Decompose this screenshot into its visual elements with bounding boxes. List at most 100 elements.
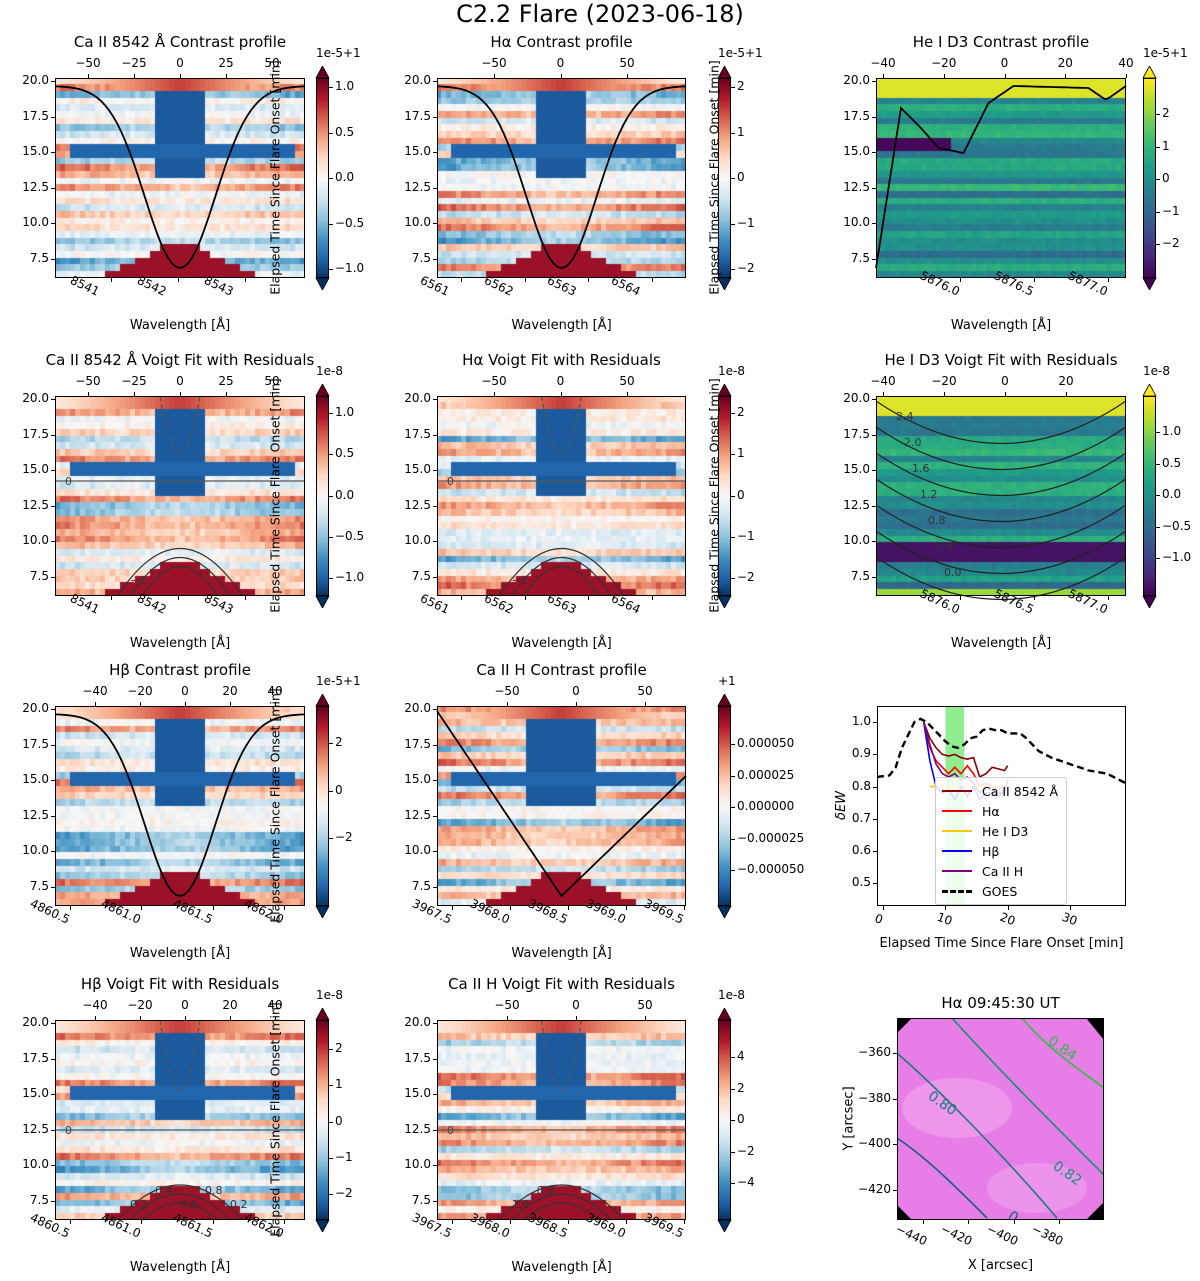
colorbar-tick-label: −2 — [335, 830, 353, 844]
axes-frame — [876, 78, 1126, 278]
axes-frame — [437, 396, 686, 596]
y-tick-label: 20.0 — [22, 1015, 49, 1029]
bottom-tick-mark — [178, 278, 179, 282]
top-tick-label: 25 — [218, 374, 234, 388]
y-tick-label: 12.5 — [22, 497, 49, 512]
top-tick-mark — [576, 1016, 577, 1020]
colorbar-tick-label: 2 — [737, 79, 745, 93]
bottom-tick-mark — [461, 596, 462, 600]
bottom-tick-mark — [684, 1220, 685, 1224]
colorbar-tick-mark — [731, 454, 735, 456]
top-tick-label: 50 — [637, 684, 653, 698]
panel-title: He I D3 Voigt Fit with Residuals — [884, 351, 1118, 369]
colorbar — [316, 706, 329, 906]
bottom-tick-mark — [70, 906, 71, 910]
image-title: Hα 09:45:30 UT — [941, 994, 1060, 1012]
colorbar-tick-label: 1.0 — [335, 79, 355, 93]
overlay: 0 0.2 0.4 0.6 0.8 0.2 — [55, 1019, 305, 1221]
y-tick-label: 15.0 — [843, 462, 870, 477]
y-tick-mark — [873, 786, 877, 788]
top-tick-label: 0 — [181, 684, 189, 698]
colorbar-tick-label: −1 — [737, 528, 755, 543]
heatmap — [437, 706, 686, 906]
y-tick-mark — [433, 577, 437, 578]
top-tick-label: 25 — [218, 56, 234, 70]
y-tick-mark — [51, 116, 55, 118]
bottom-tick-mark — [452, 906, 453, 910]
legend-swatch — [942, 810, 972, 812]
y-axis-label: Elapsed Time Since Flare Onset [min] — [706, 378, 722, 613]
y-tick-mark — [433, 1023, 437, 1024]
colorbar-tick-mark — [329, 536, 333, 538]
y-tick-label: 7.5 — [411, 569, 431, 583]
contour-label: −1 — [130, 574, 146, 587]
colorbar-tick-label: 0 — [335, 1113, 343, 1128]
colorbar-tick-mark — [731, 775, 735, 777]
heatmap — [55, 1020, 305, 1220]
colorbar — [316, 78, 329, 278]
colorbar-tick-label: −1 — [1162, 203, 1180, 218]
y-tick-label: 10.0 — [404, 843, 431, 858]
contour-line — [875, 556, 1127, 600]
top-tick-mark — [95, 702, 96, 706]
y-tick-mark — [51, 744, 55, 746]
colorbar-tick-mark — [731, 870, 735, 871]
colorbar-extend-min — [315, 905, 330, 918]
legend-swatch — [942, 790, 972, 792]
y-tick-label: 7.5 — [29, 251, 49, 265]
top-tick-label: −20 — [931, 374, 957, 388]
y-tick-mark — [433, 1165, 437, 1167]
colorbar-tick-mark — [731, 132, 735, 134]
top-tick-label: 20 — [1057, 56, 1073, 70]
colorbar — [718, 396, 731, 596]
colorbar-offset-label: 1e-8 — [718, 364, 745, 378]
colorbar-tick-label: −2 — [335, 1186, 353, 1200]
y-tick-mark — [872, 577, 876, 578]
top-tick-label: 0 — [181, 998, 189, 1012]
bottom-tick-mark — [568, 1220, 569, 1224]
top-tick-mark — [507, 1016, 508, 1020]
colorbar-extend-min — [717, 277, 732, 290]
contour-line — [117, 1184, 243, 1221]
y-tick-label: 15.0 — [22, 144, 49, 159]
y-tick-mark — [433, 259, 437, 260]
y-tick-mark — [433, 1094, 437, 1096]
contour-line — [523, 1202, 600, 1221]
y-tick-label: −360 — [858, 1045, 891, 1059]
colorbar-tick-label: 2 — [335, 1041, 343, 1055]
legend-item: Hβ — [942, 841, 1060, 861]
colorbar-tick-mark — [1156, 211, 1160, 213]
colorbar-tick-label: 2 — [1162, 106, 1170, 120]
top-tick-label: −20 — [127, 684, 153, 698]
top-tick-mark — [494, 392, 495, 396]
y-tick-label: 12.5 — [22, 807, 49, 822]
colorbar-tick-mark — [1156, 526, 1160, 528]
colorbar-tick-label: 1 — [737, 124, 745, 139]
top-tick-mark — [1126, 74, 1127, 78]
bottom-tick-mark — [1034, 278, 1035, 282]
colorbar-offset-label: 1e-8 — [1143, 364, 1170, 378]
y-axis-label: Elapsed Time Since Flare Onset [min] — [706, 60, 722, 295]
axes-frame — [897, 1018, 1104, 1220]
y-tick-label: 15.0 — [404, 1086, 431, 1101]
panel-title: Ca II 8542 Å Contrast profile — [73, 33, 287, 51]
bottom-tick-mark — [524, 278, 526, 282]
top-tick-mark — [275, 702, 276, 706]
x-axis-label: Wavelength [Å] — [511, 636, 612, 651]
top-tick-label: −50 — [75, 374, 101, 388]
x-axis-label: Elapsed Time Since Flare Onset [min] — [879, 936, 1124, 951]
y-tick-mark — [51, 399, 55, 400]
bottom-tick-mark — [626, 906, 627, 910]
x-tick-mark — [1007, 906, 1009, 910]
y-tick-label: 10.0 — [404, 533, 431, 548]
contour-line — [1021, 1018, 1104, 1089]
bottom-tick-mark — [1034, 596, 1035, 600]
heatmap — [55, 396, 305, 596]
colorbar-tick-label: −4 — [737, 1175, 755, 1189]
top-tick-label: −50 — [481, 56, 507, 70]
y-tick-label: 15.0 — [404, 144, 431, 159]
colorbar-tick-mark — [1156, 146, 1160, 148]
y-tick-label: 17.5 — [404, 1050, 431, 1065]
x-axis-label: Wavelength [Å] — [511, 1260, 612, 1275]
colorbar-tick-mark — [329, 495, 333, 497]
